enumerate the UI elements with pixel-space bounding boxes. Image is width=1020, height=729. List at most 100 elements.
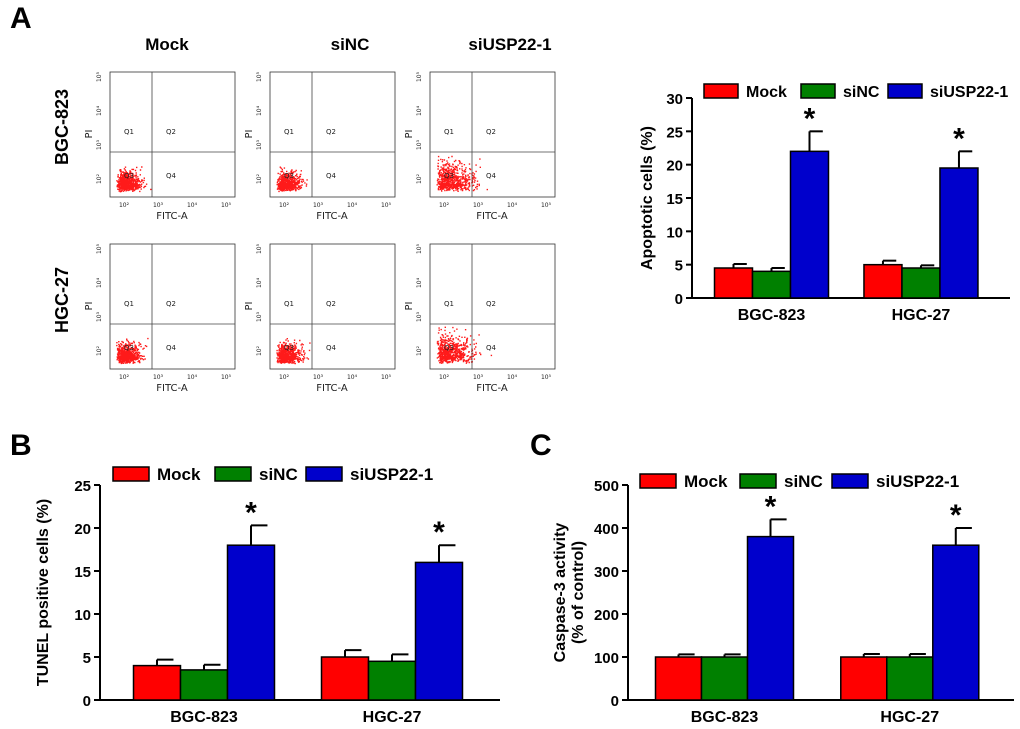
y-tick-label: 100 <box>594 650 619 667</box>
flow-ytick: 10³ <box>416 311 423 322</box>
quadrant-q2: Q2 <box>326 128 336 136</box>
flow-ytick: 10³ <box>416 139 423 150</box>
legend: Mock siNC siUSP22-1 <box>703 83 1008 101</box>
quadrant-q3: Q3 <box>284 344 294 352</box>
quadrant-q4: Q4 <box>166 344 177 352</box>
quadrant-q2: Q2 <box>326 300 336 308</box>
flow-ytick: 10² <box>416 345 423 356</box>
legend-label: siUSP22-1 <box>876 472 959 491</box>
flow-xtick: 10³ <box>473 374 484 381</box>
flow-row-bgc823: BGC-823 <box>52 89 72 165</box>
flow-plot-hgc-27-sinc: Q1 Q2 Q3 Q4 10² 10³ 10⁴ 10⁵ 10² 10³ 10⁴ 10⁵ FITC-A PI <box>244 243 396 394</box>
panel-label-c: C <box>530 429 552 462</box>
legend-swatch <box>214 466 252 482</box>
flow-xtick: 10⁴ <box>187 202 198 209</box>
legend-swatch <box>305 466 343 482</box>
y-tick-label: 0 <box>83 693 91 710</box>
flow-ytick: 10³ <box>96 139 103 150</box>
flow-xtick: 10³ <box>313 374 324 381</box>
flow-ytick: 10³ <box>256 311 263 322</box>
x-category-label: BGC-823 <box>170 709 238 726</box>
flow-xtick: 10⁴ <box>347 202 358 209</box>
flow-ylabel: PI <box>84 302 95 311</box>
legend-label: Mock <box>157 465 201 484</box>
flow-xtick: 10⁴ <box>187 374 198 381</box>
bar-bgc-823-sinc <box>179 669 229 701</box>
bar-bgc-823-mock <box>654 656 703 701</box>
legend-swatch <box>887 83 923 99</box>
flow-ytick: 10² <box>256 173 263 184</box>
flow-frame <box>109 243 236 370</box>
flow-ytick: 10⁴ <box>416 105 423 116</box>
flow-frame <box>269 71 396 198</box>
flow-col-sinc: siNC <box>331 35 370 54</box>
significance-star: * <box>804 102 816 135</box>
flow-xtick: 10³ <box>153 202 164 209</box>
quadrant-q3: Q3 <box>284 172 294 180</box>
flow-ylabel: PI <box>404 302 415 311</box>
flow-xtick: 10⁵ <box>381 202 392 209</box>
flow-xlabel: FITC-A <box>316 383 348 394</box>
bar-bgc-823-siusp22-1 <box>746 535 795 701</box>
quadrant-q4: Q4 <box>486 344 497 352</box>
bar-bgc-823-sinc <box>751 270 792 299</box>
quadrant-q1: Q1 <box>444 128 454 136</box>
flow-xlabel: FITC-A <box>156 383 188 394</box>
x-category-label: HGC-27 <box>880 709 939 726</box>
flow-xtick: 10² <box>279 374 290 381</box>
y-tick-label: 500 <box>594 478 619 495</box>
flow-ytick: 10⁵ <box>416 71 423 82</box>
y-tick-label: 25 <box>666 124 683 141</box>
flow-xtick: 10⁵ <box>381 374 392 381</box>
flow-xtick: 10⁵ <box>221 202 232 209</box>
quadrant-q4: Q4 <box>166 172 177 180</box>
flow-ylabel: PI <box>244 130 255 139</box>
flow-ytick: 10⁴ <box>416 277 423 288</box>
flow-plot-bgc-823-siusp22-1: Q1 Q2 Q3 Q4 10² 10³ 10⁴ 10⁵ 10² 10³ 10⁴ 10⁵ FITC-A PI <box>404 71 556 222</box>
y-tick-label: 10 <box>74 607 91 624</box>
y-tick-label: 0 <box>611 693 619 710</box>
flow-ytick: 10⁴ <box>96 105 103 116</box>
flow-frame <box>429 243 556 370</box>
quadrant-q2: Q2 <box>166 128 176 136</box>
y-tick-label: 20 <box>666 158 683 175</box>
y-tick-label: 300 <box>594 564 619 581</box>
flow-ytick: 10² <box>416 173 423 184</box>
flow-ytick: 10⁴ <box>256 105 263 116</box>
flow-ytick: 10³ <box>96 311 103 322</box>
legend-swatch <box>739 473 777 489</box>
x-category-label: BGC-823 <box>738 307 806 324</box>
quadrant-q3: Q3 <box>124 344 134 352</box>
y-tick-label: 20 <box>74 521 91 538</box>
significance-star: * <box>953 122 965 155</box>
quadrant-q1: Q1 <box>284 300 294 308</box>
flow-xtick: 10⁵ <box>541 374 552 381</box>
flow-xtick: 10³ <box>153 374 164 381</box>
flow-xtick: 10⁴ <box>507 374 518 381</box>
y-tick-label: 200 <box>594 607 619 624</box>
flow-ytick: 10⁴ <box>96 277 103 288</box>
flow-ytick: 10³ <box>256 139 263 150</box>
quadrant-q4: Q4 <box>486 172 497 180</box>
quadrant-q1: Q1 <box>124 128 134 136</box>
x-category-label: HGC-27 <box>363 709 422 726</box>
flow-plot-bgc-823-sinc: Q1 Q2 Q3 Q4 10² 10³ 10⁴ 10⁵ 10² 10³ 10⁴ 10⁵ FITC-A PI <box>244 71 396 222</box>
flow-ytick: 10² <box>256 345 263 356</box>
bar-bgc-823-mock <box>713 267 754 299</box>
quadrant-q4: Q4 <box>326 172 337 180</box>
flow-plot-hgc-27-mock: Q1 Q2 Q3 Q4 10² 10³ 10⁴ 10⁵ 10² 10³ 10⁴ 10⁵ FITC-A PI <box>84 243 236 394</box>
flow-events <box>436 155 488 192</box>
bar-bgc-823-mock <box>132 664 182 701</box>
flow-ytick: 10⁵ <box>256 71 263 82</box>
flow-xtick: 10² <box>119 202 130 209</box>
flow-xtick: 10² <box>119 374 130 381</box>
flow-ytick: 10⁵ <box>96 243 103 254</box>
flow-xlabel: FITC-A <box>156 211 188 222</box>
flow-xtick: 10² <box>279 202 290 209</box>
flow-ytick: 10⁵ <box>416 243 423 254</box>
quadrant-q1: Q1 <box>124 300 134 308</box>
legend-swatch <box>112 466 150 482</box>
quadrant-q3: Q3 <box>444 172 454 180</box>
bar-hgc-27-mock <box>863 263 903 299</box>
